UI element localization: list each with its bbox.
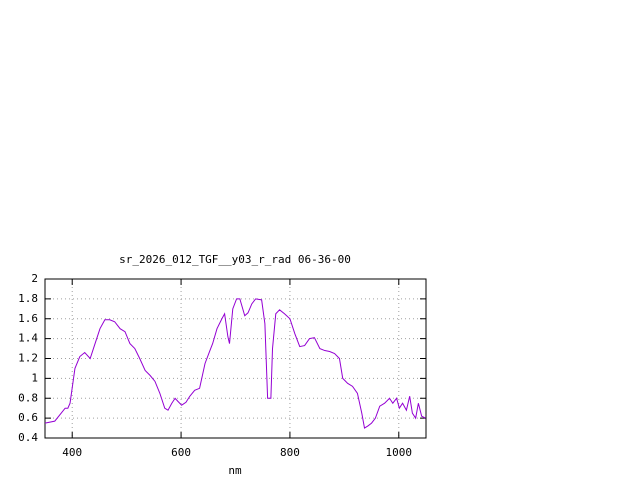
plot-border (44, 278, 427, 439)
chart-title: sr_2026_012_TGF__y03_r_rad 06-36-00 (119, 253, 351, 266)
y-tick-label: 1 (31, 371, 38, 384)
y-tick-label: 1.2 (18, 352, 38, 365)
x-axis-label: nm (228, 464, 242, 477)
y-tick-label: 0.6 (18, 411, 38, 424)
y-tick-label: 0.4 (18, 431, 38, 444)
y-tick-label: 0.8 (18, 391, 38, 404)
y-tick-label: 1.8 (18, 292, 38, 305)
y-tick-label: 2 (31, 272, 38, 285)
y-tick-label: 1.4 (18, 332, 38, 345)
x-tick-label: 800 (280, 446, 300, 459)
x-tick-label: 1000 (386, 446, 413, 459)
y-tick-label: 1.6 (18, 312, 38, 325)
x-tick-label: 400 (62, 446, 82, 459)
x-tick-label: 600 (171, 446, 191, 459)
data-line (44, 298, 426, 429)
